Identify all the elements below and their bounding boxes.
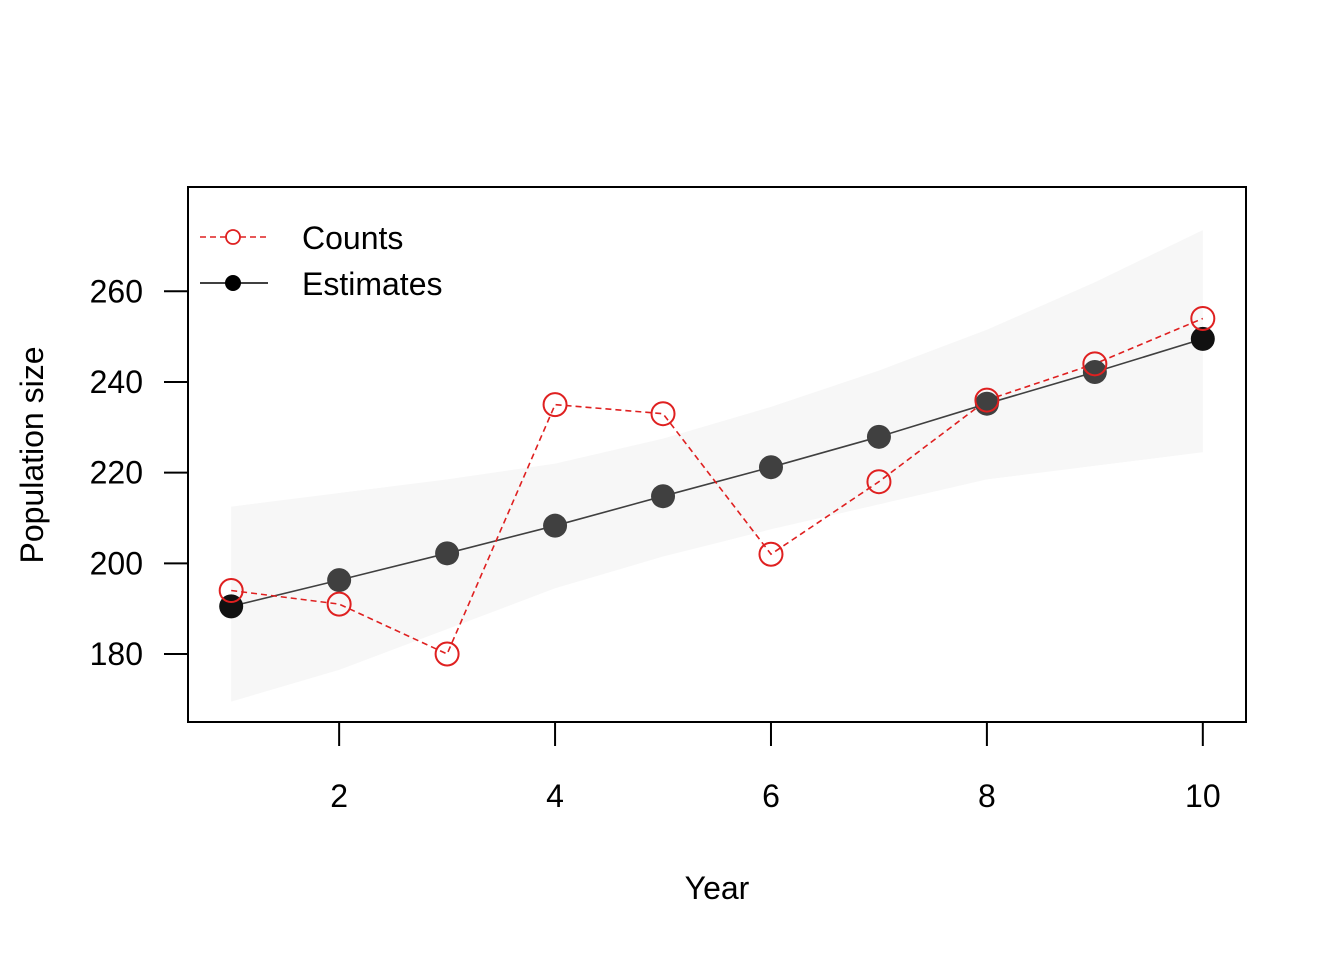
count-point [436,642,459,665]
estimate-point [651,484,675,508]
x-tick-label: 10 [1185,778,1221,814]
estimate-point [543,514,567,538]
legend-counts-marker [226,230,240,244]
y-tick-label: 180 [90,636,143,672]
y-tick-label: 200 [90,545,143,581]
x-axis: 2 4 6 8 10 [330,722,1220,814]
legend-estimates-label: Estimates [302,266,442,302]
count-point [544,393,567,416]
estimate-point [867,425,891,449]
y-tick-label: 240 [90,364,143,400]
y-axis-title: Population size [14,346,50,563]
x-tick-label: 4 [546,778,564,814]
estimate-point [759,455,783,479]
estimate-point [327,568,351,592]
x-tick-label: 2 [330,778,348,814]
legend-estimates-marker [225,275,241,291]
estimate-point [435,541,459,565]
y-tick-label: 260 [90,273,143,309]
y-tick-label: 220 [90,455,143,491]
legend-item-counts: Counts [200,220,403,256]
x-tick-label: 8 [978,778,996,814]
legend-counts-label: Counts [302,220,403,256]
y-axis: 180 200 220 240 260 [90,273,188,672]
x-axis-title: Year [685,870,750,906]
legend-item-estimates: Estimates [200,266,442,302]
legend: Counts Estimates [200,220,442,302]
x-tick-label: 6 [762,778,780,814]
count-point [652,402,675,425]
